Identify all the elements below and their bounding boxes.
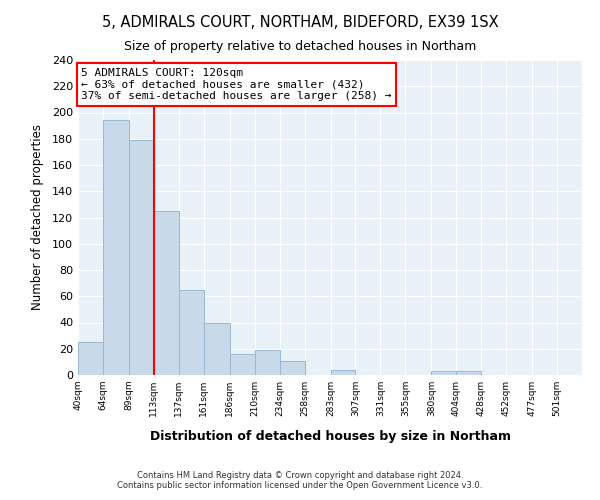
Text: Contains HM Land Registry data © Crown copyright and database right 2024.
Contai: Contains HM Land Registry data © Crown c… — [118, 470, 482, 490]
Bar — [331, 370, 355, 375]
Bar — [230, 354, 254, 375]
Text: Size of property relative to detached houses in Northam: Size of property relative to detached ho… — [124, 40, 476, 53]
Y-axis label: Number of detached properties: Number of detached properties — [31, 124, 44, 310]
Bar — [254, 350, 280, 375]
Text: 5 ADMIRALS COURT: 120sqm
← 63% of detached houses are smaller (432)
37% of semi-: 5 ADMIRALS COURT: 120sqm ← 63% of detach… — [81, 68, 392, 101]
Bar — [103, 120, 129, 375]
Bar — [129, 140, 154, 375]
Bar — [204, 322, 230, 375]
X-axis label: Distribution of detached houses by size in Northam: Distribution of detached houses by size … — [149, 430, 511, 443]
Text: 5, ADMIRALS COURT, NORTHAM, BIDEFORD, EX39 1SX: 5, ADMIRALS COURT, NORTHAM, BIDEFORD, EX… — [101, 15, 499, 30]
Bar — [78, 342, 103, 375]
Bar — [154, 211, 179, 375]
Bar — [179, 290, 204, 375]
Bar — [431, 371, 456, 375]
Bar — [280, 360, 305, 375]
Bar — [456, 371, 481, 375]
